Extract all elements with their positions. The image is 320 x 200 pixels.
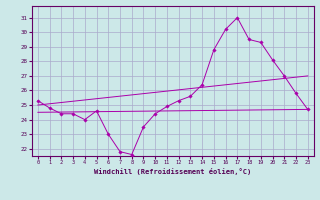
X-axis label: Windchill (Refroidissement éolien,°C): Windchill (Refroidissement éolien,°C): [94, 168, 252, 175]
